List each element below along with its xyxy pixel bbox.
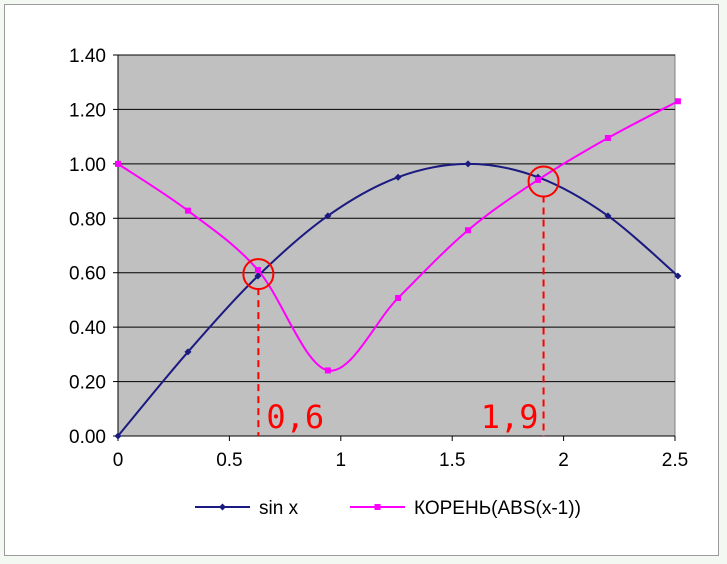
data-point [394,173,402,181]
intersection-label: 0,6 [266,398,324,436]
data-point [395,295,402,302]
chart: 0.00 0.20 0.40 0.60 0.80 1.00 1.20 1.40 0 0.5 1 1.5… [69,46,688,519]
x-tick-label: 1.5 [439,450,465,471]
plot-area [117,54,676,437]
data-point [254,266,261,273]
intersection-label: 1,9 [481,398,539,436]
data-point [184,348,192,356]
x-tick-label: 1 [336,450,347,471]
data-point [674,98,681,105]
data-point [604,135,611,142]
chart-frame: 0.00 0.20 0.40 0.60 0.80 1.00 1.20 1.40 0 0.5 1 1.5… [4,4,719,556]
y-tick-label: 0.60 [69,264,106,285]
y-tick-label: 1.20 [69,100,106,121]
legend-marker [374,504,381,510]
y-tick-label: 0.20 [69,373,106,394]
y-tick-label: 0.40 [69,318,106,339]
data-point [184,207,191,214]
data-point [674,272,682,280]
series-root-abs [115,98,681,374]
data-point [465,227,472,234]
x-tick-label: 0.5 [216,450,242,471]
data-point [254,272,262,280]
legend-item: КОРЕНЬ(ABS(x-1)) [350,498,581,519]
data-point [114,432,122,440]
data-point [604,212,612,220]
legend-label: КОРЕНЬ(ABS(x-1)) [414,498,581,519]
x-tick-label: 2.5 [662,450,688,471]
series-sin-x [114,160,682,440]
data-point [464,160,472,168]
data-point [534,176,541,183]
data-point [115,160,121,167]
y-tick-label: 0.00 [69,427,106,448]
y-tick-label: 1.00 [69,155,106,176]
legend-item: sin x [195,498,299,519]
series-line [117,162,679,437]
data-point [324,212,332,220]
data-point [324,367,331,374]
x-tick-label: 0 [113,450,124,471]
intersection-circle [527,165,560,198]
legend-label: sin x [259,498,299,519]
intersection-circle [242,258,275,291]
series-line [117,100,679,372]
x-tick-label: 2 [558,450,569,471]
y-tick-label: 1.40 [69,46,106,67]
legend-marker [219,503,226,511]
y-tick-label: 0.80 [69,209,106,230]
